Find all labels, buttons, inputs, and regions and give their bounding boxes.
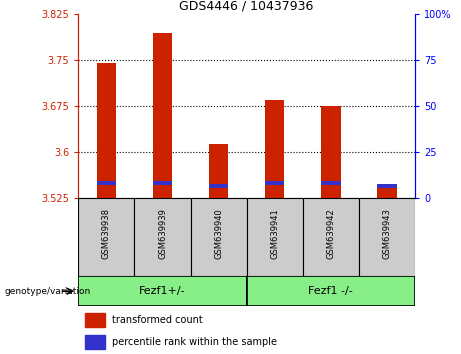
FancyBboxPatch shape: [303, 198, 359, 276]
Text: percentile rank within the sample: percentile rank within the sample: [112, 337, 277, 347]
Bar: [85, 313, 105, 327]
Text: GSM639941: GSM639941: [270, 208, 279, 259]
FancyBboxPatch shape: [135, 198, 190, 276]
Bar: [321, 106, 341, 198]
FancyBboxPatch shape: [190, 198, 247, 276]
Text: transformed count: transformed count: [112, 315, 203, 325]
Text: genotype/variation: genotype/variation: [5, 287, 91, 296]
Text: GSM639939: GSM639939: [158, 208, 167, 259]
Bar: [153, 33, 172, 198]
FancyBboxPatch shape: [78, 276, 247, 306]
Text: GSM639938: GSM639938: [102, 208, 111, 259]
Text: GSM639940: GSM639940: [214, 208, 223, 259]
Bar: [377, 184, 396, 198]
Bar: [265, 181, 284, 185]
FancyBboxPatch shape: [78, 198, 135, 276]
Text: Fezf1+/-: Fezf1+/-: [139, 286, 186, 296]
Bar: [97, 63, 116, 198]
Bar: [377, 184, 396, 188]
Text: GSM639943: GSM639943: [382, 208, 391, 259]
Bar: [209, 144, 228, 198]
Bar: [265, 100, 284, 198]
Title: GDS4446 / 10437936: GDS4446 / 10437936: [179, 0, 314, 13]
FancyBboxPatch shape: [247, 276, 415, 306]
Text: GSM639942: GSM639942: [326, 208, 335, 259]
Bar: [321, 181, 341, 185]
Bar: [85, 335, 105, 349]
FancyBboxPatch shape: [247, 198, 303, 276]
Bar: [97, 181, 116, 185]
Text: Fezf1 -/-: Fezf1 -/-: [308, 286, 353, 296]
Bar: [153, 181, 172, 185]
Bar: [209, 184, 228, 188]
FancyBboxPatch shape: [359, 198, 415, 276]
